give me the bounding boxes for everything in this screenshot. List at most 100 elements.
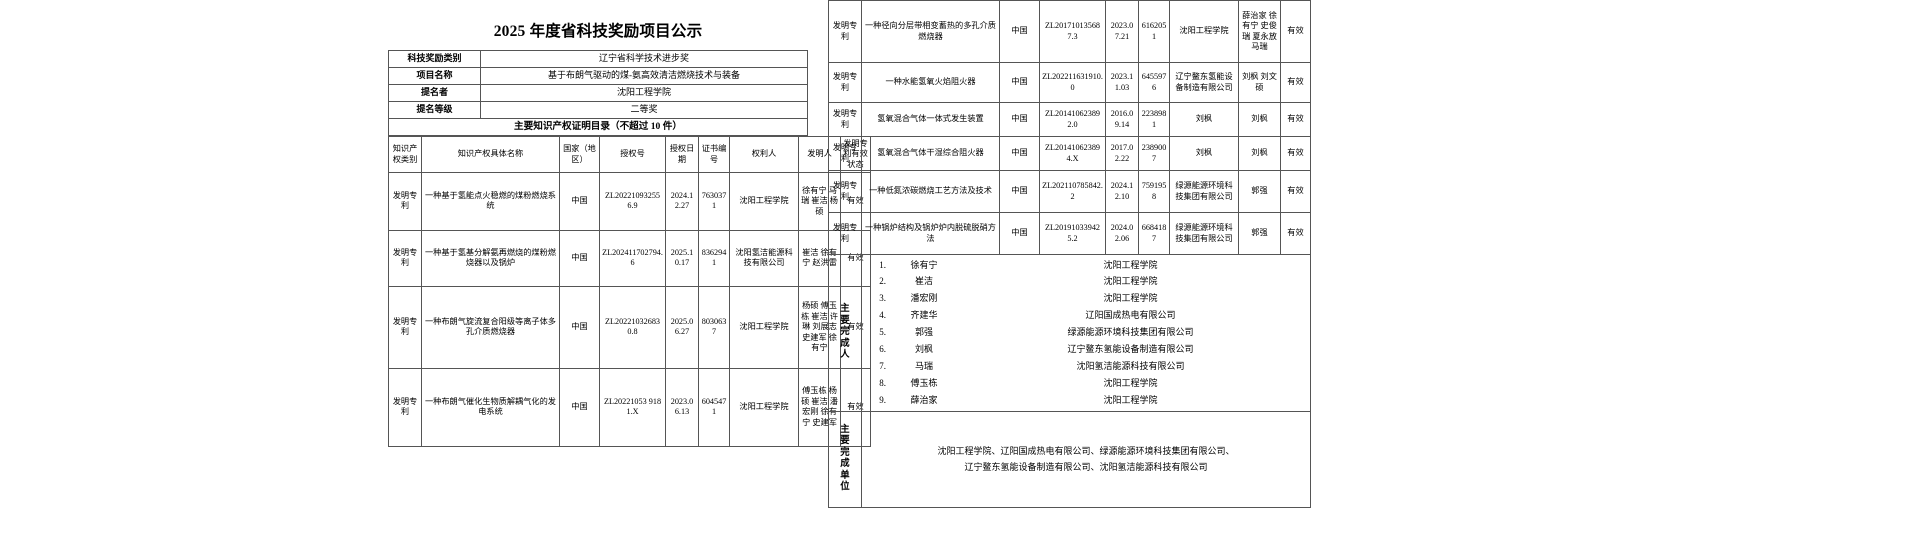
ip-cell-owner: 绿源能源环境科技集团有限公司 (1169, 212, 1239, 255)
ip-cell-name: 一种布朗气催化生物质解耦气化的发电系统 (421, 367, 560, 447)
ip-cell-inventor: 刘枫 (1238, 102, 1281, 137)
ip-cell-name: 氢氧混合气体干湿综合阻火器 (861, 136, 1000, 171)
table-row: 发明专利 氢氧混合气体一体式发生装置 中国 ZL201410623892.0 2… (828, 102, 1311, 137)
ip-cell-cert-no: 2238981 (1138, 102, 1170, 137)
table-row: 提名等级 二等奖 (388, 100, 808, 119)
contributor-name: 郭强 (914, 327, 933, 337)
table-row: 发明专利 一种布朗气催化生物质解耦气化的发电系统 中国 ZL20221053 9… (388, 367, 871, 447)
ip-header-owner: 权利人 (729, 136, 799, 173)
contributor-index: 3. (879, 293, 886, 304)
ip-cell-cert-no: 6045471 (698, 367, 730, 447)
ip-cell-cert-no: 6455976 (1138, 62, 1170, 103)
ip-cell-status: 有效 (1280, 102, 1311, 137)
ip-cell-status: 有效 (1280, 0, 1311, 63)
contributor-org: 辽阳国成热电有限公司 (1085, 310, 1176, 321)
ip-cell-cert-no: 2389007 (1138, 136, 1170, 171)
ip-cell-inventor: 郭强 (1238, 212, 1281, 255)
ip-cell-grant-date: 2016.09.14 (1105, 102, 1139, 137)
ip-cell-owner: 沈阳工程学院 (729, 367, 799, 447)
ip-cell-grant-no: ZL201410623892.0 (1039, 102, 1106, 137)
ip-section-banner: 主要知识产权证明目录（不超过 10 件） (388, 117, 808, 137)
contributor-name: 徐有宁 (910, 259, 938, 270)
table-row: 发明专利 一种低氮浓碳燃烧工艺方法及技术 中国 ZL202110785842.2… (828, 170, 1311, 213)
table-row: 发明专利 一种锅炉结构及锅炉炉内脱硫脱硝方法 中国 ZL201910339425… (828, 212, 1311, 255)
ip-table-left: 知识产权类别 知识产权具体名称 国家（地区） 授权号 授权日期 证书编号 权利人… (388, 136, 871, 447)
list-item: 6. 刘枫 辽宁鳌东氢能设备制造有限公司 (864, 341, 1308, 358)
info-value-nominator: 沈阳工程学院 (480, 83, 808, 102)
info-label-project-name: 项目名称 (388, 66, 481, 85)
contributor-index: 1. (879, 259, 886, 270)
project-info-body: 科技奖励类别 辽宁省科学技术进步奖 项目名称 基于布朗气驱动的煤-氨高效清洁燃烧… (388, 50, 808, 137)
contributor-index: 4. (879, 310, 886, 321)
contributors-label-char: 完 (840, 327, 850, 338)
ip-cell-cert-no: 7591958 (1138, 170, 1170, 213)
units-line-2: 辽宁鳌东氢能设备制造有限公司、沈阳氢洁能源科技有限公司 (964, 462, 1208, 473)
ip-cell-type: 发明专利 (828, 102, 862, 137)
ip-table-right: 发明专利 一种径向分层带相变蓄热的多孔介质燃烧器 中国 ZL2017101356… (828, 0, 1311, 508)
ip-header-country: 国家（地区） (559, 136, 600, 173)
contributor-name: 齐建华 (910, 310, 938, 321)
ip-cell-grant-date: 2024.12.10 (1105, 170, 1139, 213)
contributor-index: 5. (879, 327, 886, 337)
ip-cell-grant-no: ZL201910339425.2 (1039, 212, 1106, 255)
contributor-name: 马瑞 (914, 360, 933, 371)
ip-cell-grant-date: 2025.10.17 (665, 229, 699, 287)
info-value-project-name: 基于布朗气驱动的煤-氨高效清洁燃烧技术与装备 (480, 66, 808, 85)
ip-cell-country: 中国 (999, 0, 1040, 63)
ip-table-header-row: 知识产权类别 知识产权具体名称 国家（地区） 授权号 授权日期 证书编号 权利人… (388, 136, 871, 173)
contributor-index: 9. (879, 394, 886, 405)
contributors-label-char: 要 (840, 315, 850, 326)
ip-table-right-body: 发明专利 一种径向分层带相变蓄热的多孔介质燃烧器 中国 ZL2017101356… (828, 0, 1311, 508)
ip-cell-owner: 绿源能源环境科技集团有限公司 (1169, 170, 1239, 213)
ip-cell-type: 发明专利 (828, 62, 862, 103)
ip-cell-country: 中国 (999, 62, 1040, 103)
ip-header-name: 知识产权具体名称 (421, 136, 560, 173)
table-row: 主要知识产权证明目录（不超过 10 件） (388, 117, 808, 137)
contributor-index: 6. (879, 343, 886, 354)
contributors-label-char: 成 (840, 338, 850, 349)
ip-cell-grant-no: ZL201710135687.3 (1039, 0, 1106, 63)
units-content: 沈阳工程学院、辽阳国成热电有限公司、绿源能源环境科技集团有限公司、 辽宁鳌东氢能… (861, 410, 1311, 508)
ip-cell-status: 有效 (1280, 136, 1311, 171)
list-item: 2. 崔洁 沈阳工程学院 (864, 274, 1308, 291)
ip-cell-cert-no: 6684187 (1138, 212, 1170, 255)
contributors-label-char: 主 (840, 304, 850, 315)
contributor-org: 沈阳工程学院 (1103, 259, 1158, 270)
ip-cell-grant-date: 2024.02.06 (1105, 212, 1139, 255)
units-label-char: 单 (840, 470, 850, 481)
ip-header-grant-date: 授权日期 (665, 136, 699, 173)
table-row: 项目名称 基于布朗气驱动的煤-氨高效清洁燃烧技术与装备 (388, 66, 808, 85)
contributors-label-char: 人 (840, 350, 850, 361)
ip-cell-country: 中国 (559, 229, 600, 287)
info-value-nomination-grade: 二等奖 (480, 100, 808, 119)
contributor-index: 8. (879, 377, 886, 388)
units-label-char: 位 (840, 482, 850, 493)
ip-cell-country: 中国 (559, 171, 600, 231)
ip-cell-country: 中国 (999, 102, 1040, 137)
contributor-org: 沈阳工程学院 (1103, 377, 1158, 388)
ip-cell-type: 发明专利 (388, 367, 422, 447)
ip-cell-owner: 沈阳工程学院 (729, 171, 799, 231)
ip-cell-cert-no: 7630371 (698, 171, 730, 231)
units-line-1: 沈阳工程学院、辽阳国成热电有限公司、绿源能源环境科技集团有限公司、 (937, 445, 1235, 456)
ip-cell-grant-date: 2025.06.27 (665, 285, 699, 369)
ip-cell-grant-no: ZL20221053 9181.X (599, 367, 666, 447)
list-item: 8. 傅玉栋 沈阳工程学院 (864, 375, 1308, 392)
ip-cell-owner: 沈阳工程学院 (1169, 0, 1239, 63)
units-label-char: 成 (840, 459, 850, 470)
ip-cell-type: 发明专利 (828, 136, 862, 171)
ip-table-left-body: 知识产权类别 知识产权具体名称 国家（地区） 授权号 授权日期 证书编号 权利人… (388, 136, 871, 447)
units-label-char: 主 (840, 424, 850, 435)
ip-cell-type: 发明专利 (388, 229, 422, 287)
ip-cell-name: 一种水能氢氧火焰阻火器 (861, 62, 1000, 103)
table-row: 发明专利 一种基于氢基分解氨再燃烧的煤粉燃烧器以及锅炉 中国 ZL2024117… (388, 229, 871, 287)
ip-cell-name: 一种基于氢能点火稳燃的煤粉燃烧系统 (421, 171, 560, 231)
project-info-table: 科技奖励类别 辽宁省科学技术进步奖 项目名称 基于布朗气驱动的煤-氨高效清洁燃烧… (388, 50, 808, 137)
ip-cell-country: 中国 (999, 136, 1040, 171)
ip-cell-status: 有效 (1280, 170, 1311, 213)
list-item: 1. 徐有宁 沈阳工程学院 (864, 257, 1308, 274)
table-row: 发明专利 一种基于氢能点火稳燃的煤粉燃烧系统 中国 ZL202210932556… (388, 171, 871, 231)
contributor-org: 沈阳工程学院 (1103, 394, 1158, 405)
ip-header-cert-no: 证书编号 (698, 136, 730, 173)
ip-cell-inventor: 郭强 (1238, 170, 1281, 213)
